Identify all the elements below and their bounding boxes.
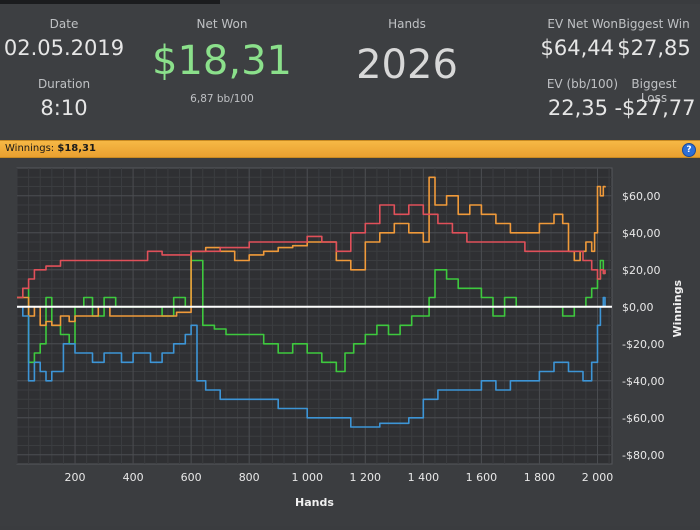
chart-area: 200 400 600 800 1 000 1 200 1 400 1 600 1 800 2 0… (0, 158, 700, 526)
duration-label: Duration (37, 77, 91, 91)
biggest-win-label: Biggest Win (618, 17, 690, 31)
y-tick-label: $40,00 (622, 227, 661, 240)
top-edge (0, 0, 220, 4)
winnings-header-bar: Winnings: $18,31 ? (0, 140, 700, 158)
x-tick-label: 1 600 (466, 471, 498, 484)
x-tick-label: 600 (181, 471, 202, 484)
x-tick-label: 1 400 (408, 471, 440, 484)
series-line-red (17, 204, 606, 299)
x-axis-title: Hands (295, 496, 334, 509)
hands-value: 2026 (356, 42, 458, 88)
x-tick-label: 1 800 (524, 471, 556, 484)
date-value: 02.05.2019 (3, 36, 125, 60)
x-tick-label: 2 000 (582, 471, 614, 484)
y-tick-label: -$40,00 (622, 375, 664, 388)
series-line-blue (17, 296, 606, 428)
biggest-loss-label: Biggest Loss (631, 77, 677, 105)
y-tick-label: $20,00 (622, 264, 661, 277)
net-won-label: Net Won (196, 17, 248, 31)
net-won-value: $18,31 (152, 38, 292, 84)
y-tick-label: $60,00 (622, 190, 661, 203)
winnings-header-value: $18,31 (57, 143, 96, 154)
ev-bb100-value: 22,35 (547, 96, 608, 120)
winnings-header-label: Winnings: (5, 143, 55, 154)
y-tick-label: $0,00 (622, 301, 654, 314)
x-tick-label: 400 (123, 471, 144, 484)
ev-net-won-label: EV Net Won (547, 17, 618, 31)
x-tick-label: 1 000 (291, 471, 323, 484)
x-tick-label: 800 (239, 471, 260, 484)
y-axis-title: Winnings (671, 280, 684, 338)
net-won-bb100: 6,87 bb/100 (190, 93, 254, 105)
hands-label: Hands (388, 17, 426, 31)
ev-net-won-value: $64,44 (540, 36, 614, 60)
y-tick-label: -$60,00 (622, 412, 664, 425)
help-icon[interactable]: ? (682, 143, 696, 157)
ev-bb100-label: EV (bb/100) (546, 77, 618, 91)
summary-panel: Date 02.05.2019 Duration 8:10 Net Won $1… (0, 4, 700, 140)
winnings-chart: 200 400 600 800 1 000 1 200 1 400 1 600 1 800 2 0… (16, 167, 684, 509)
biggest-loss-value: -$27,77 (614, 96, 696, 120)
y-tick-label: -$80,00 (622, 449, 664, 462)
x-tick-label: 1 200 (350, 471, 382, 484)
x-tick-label: 200 (65, 471, 86, 484)
duration-value: 8:10 (40, 96, 88, 120)
date-label: Date (49, 17, 79, 31)
biggest-win-value: $27,85 (617, 36, 691, 60)
winnings-header-text: Winnings: $18,31 (5, 143, 96, 154)
y-tick-label: -$20,00 (622, 338, 664, 351)
